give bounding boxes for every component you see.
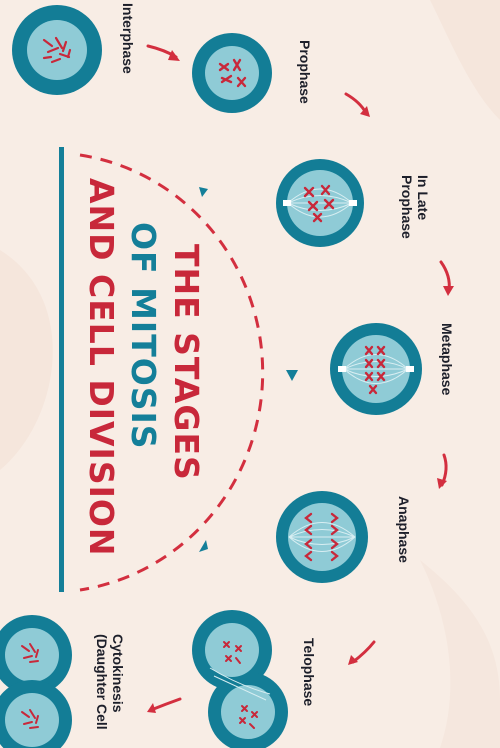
chromatin <box>42 36 72 64</box>
background-swash <box>0 250 53 470</box>
chromosomes <box>303 184 335 223</box>
title-accent-line <box>59 147 64 592</box>
cell-metaphase <box>330 323 422 415</box>
cell-interphase <box>12 5 102 95</box>
stage-label-metaphase: Metaphase <box>439 323 455 396</box>
chromatin <box>21 643 39 729</box>
cell-cytokinesis <box>0 615 72 748</box>
chromosomes <box>218 58 247 88</box>
spindle <box>288 522 356 552</box>
cycle-arc <box>79 153 265 592</box>
cell-prophase <box>192 33 272 113</box>
stage-label-prophase: Prophase <box>297 40 313 104</box>
title-line-1: THE STAGES <box>167 244 206 481</box>
spindle <box>287 188 353 218</box>
arc-arrowhead <box>286 370 298 381</box>
chromosomes <box>364 345 386 395</box>
stage-label-telophase: Telophase <box>301 638 317 707</box>
title-line-2: OF MITOSIS <box>124 222 163 450</box>
stage-label-cytokinesis: Cytokinesis (Daughter Cell <box>94 634 126 730</box>
stage-label-anaphase: Anaphase <box>396 496 412 563</box>
stage-label-late-prophase: In Late Prophase <box>399 175 431 239</box>
background-swash <box>420 560 500 748</box>
background-swash <box>430 0 500 120</box>
spindle <box>343 354 409 384</box>
cell-anaphase <box>276 491 368 583</box>
cell-late-prophase <box>276 159 364 247</box>
arc-arrowhead <box>199 187 208 197</box>
chromosomes <box>304 512 339 562</box>
cell-telophase <box>192 610 288 748</box>
arc-arrowhead <box>199 540 208 552</box>
stage-label-interphase: Interphase <box>120 3 136 74</box>
arrow-heads <box>147 50 454 713</box>
title-line-3: AND CELL DIVISION <box>82 178 121 557</box>
chromosomes <box>223 641 258 729</box>
